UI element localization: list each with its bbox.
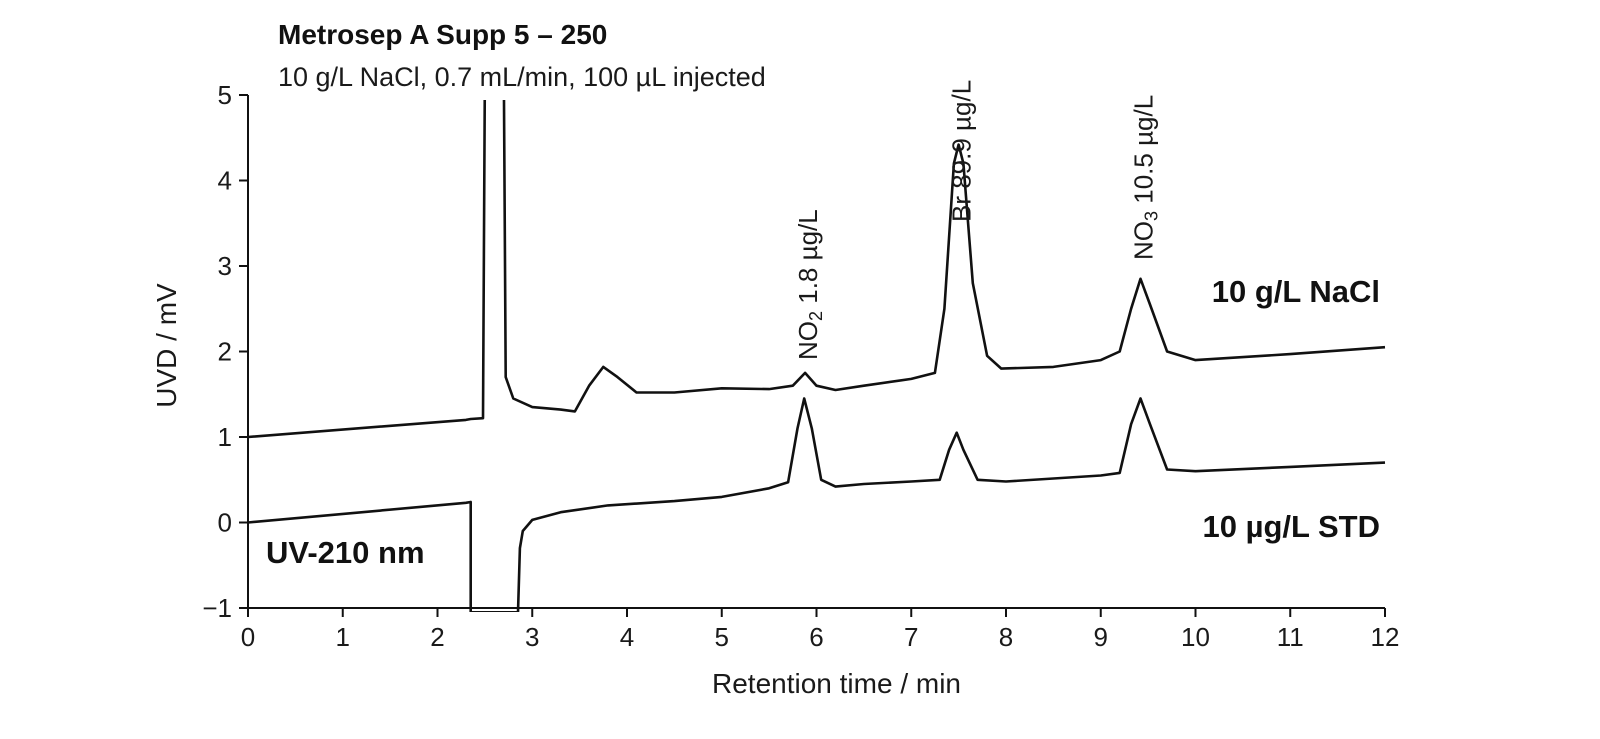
br-peak-label: Br 89.9 µg/L [947, 80, 977, 222]
x-tick-label: 1 [336, 622, 350, 652]
x-tick-label: 12 [1371, 622, 1400, 652]
chart-title: Metrosep A Supp 5 – 250 [278, 19, 607, 50]
std-trace [247, 397, 1386, 612]
no3-peak-label: NO3 10.5 µg/L [1129, 95, 1162, 260]
nacl-trace [247, 100, 1386, 439]
y-tick-label: 3 [218, 251, 232, 281]
x-tick-label: 11 [1277, 622, 1304, 652]
traces [247, 100, 1386, 612]
x-tick-label: 10 [1181, 622, 1210, 652]
x-tick-label: 5 [715, 622, 729, 652]
y-tick-label: 4 [218, 166, 232, 196]
x-tick-label: 0 [241, 622, 255, 652]
x-tick-label: 6 [809, 622, 823, 652]
x-tick-label: 4 [620, 622, 634, 652]
x-tick-label: 9 [1094, 622, 1108, 652]
detector-label: UV-210 nm [266, 535, 425, 570]
y-tick-label: 5 [218, 80, 232, 110]
x-tick-label: 3 [525, 622, 539, 652]
y-tick-label: 2 [218, 337, 232, 367]
y-tick-label: −1 [202, 593, 232, 623]
x-axis-label: Retention time / min [712, 668, 961, 699]
x-tick-label: 7 [904, 622, 918, 652]
no2-peak-label: NO2 1.8 µg/L [793, 209, 826, 360]
annotations: 10 g/L NaCl 10 µg/L STD NO2 1.8 µg/L Br 89.… [793, 80, 1380, 544]
x-tick-label: 8 [999, 622, 1013, 652]
trace-label-std: 10 µg/L STD [1203, 509, 1381, 544]
y-axis-label: UVD / mV [151, 283, 182, 408]
y-tick-label: 1 [218, 422, 232, 452]
x-tick-label: 2 [430, 622, 444, 652]
trace-label-nacl: 10 g/L NaCl [1212, 274, 1380, 309]
y-tick-label: 0 [218, 508, 232, 538]
chart-subtitle: 10 g/L NaCl, 0.7 mL/min, 100 µL injected [278, 62, 766, 92]
